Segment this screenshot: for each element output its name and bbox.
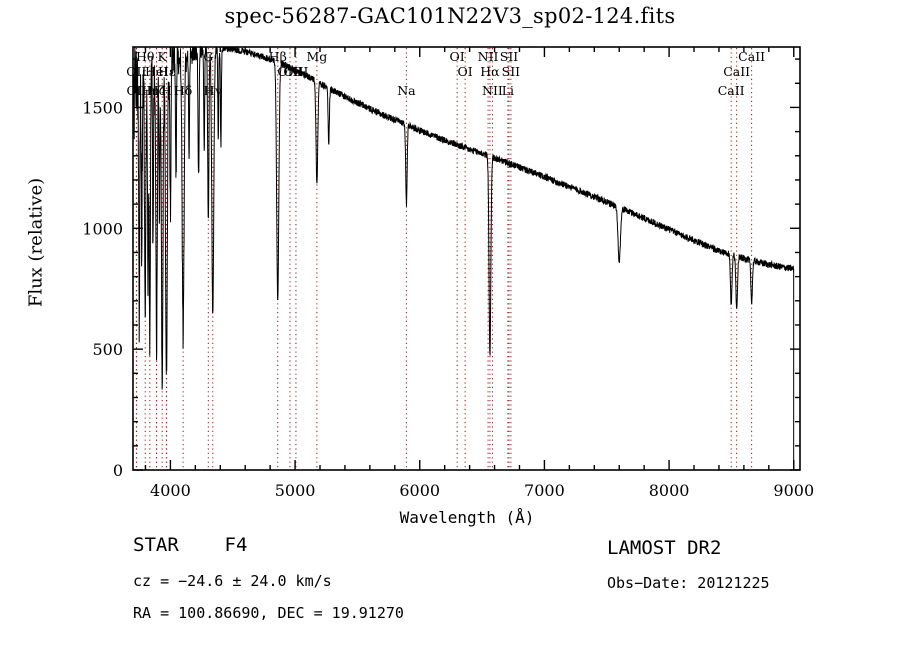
y-tick-label: 1000 <box>82 219 123 238</box>
x-tick-label: 4000 <box>150 481 191 500</box>
y-tick-label: 1500 <box>82 98 123 117</box>
y-tick-label: 500 <box>92 340 123 359</box>
line-marker-label: NII <box>478 49 499 64</box>
line-marker-label: H <box>161 83 172 98</box>
line-marker-label: Hα <box>480 64 500 79</box>
line-marker-label: SII <box>502 64 521 79</box>
line-marker-label: Hγ <box>204 83 222 98</box>
coordinates: RA = 100.86690, DEC = 19.91270 <box>133 604 404 622</box>
line-marker-label: CaII <box>723 64 750 79</box>
line-marker-label: OIII <box>283 64 308 79</box>
line-marker-label: OI <box>450 49 465 64</box>
line-marker-label: HeI <box>145 64 168 79</box>
x-tick-label: 9000 <box>773 481 814 500</box>
line-marker-label: Hζ <box>148 83 166 98</box>
line-marker-label: OIII <box>277 64 302 79</box>
y-axis-label: Flux (relative) <box>25 177 47 308</box>
line-marker-label: K <box>158 49 168 64</box>
line-marker-label: SII <box>500 49 519 64</box>
x-tick-label: 7000 <box>524 481 565 500</box>
line-marker-label: Hε <box>158 64 175 79</box>
x-tick-label: 5000 <box>275 481 316 500</box>
observation-date: Obs−Date: 20121225 <box>607 574 770 592</box>
x-axis-label: Wavelength (Å) <box>399 508 535 527</box>
survey-name: LAMOST DR2 <box>607 537 722 559</box>
line-marker-label: OII <box>126 64 146 79</box>
line-marker-label: Mg <box>306 49 327 64</box>
line-marker-label: OI <box>458 64 473 79</box>
line-marker-label: Li <box>502 83 514 98</box>
line-marker-label: NII <box>482 83 503 98</box>
x-tick-label: 8000 <box>649 481 690 500</box>
line-marker-label: Hη <box>141 83 159 98</box>
line-marker-label: Hδ <box>174 83 192 98</box>
object-type-and-class: STAR F4 <box>133 534 247 556</box>
spacer <box>179 534 225 556</box>
x-tick-label: 6000 <box>399 481 440 500</box>
spectrum-trace <box>132 45 795 470</box>
redshift-velocity: cz = −24.6 ± 24.0 km/s <box>133 572 332 590</box>
y-tick-label: 0 <box>113 461 123 480</box>
object-type: STAR <box>133 534 179 556</box>
line-marker-label: CaII <box>738 49 765 64</box>
line-marker-label: G <box>203 49 213 64</box>
line-marker-label: CaII <box>718 83 745 98</box>
line-marker-label: OII <box>127 83 147 98</box>
page-title: spec-56287-GAC101N22V3_sp02-124.fits <box>224 4 676 28</box>
line-marker-label: Hθ <box>136 49 154 64</box>
spectral-class: F4 <box>224 534 248 556</box>
line-marker-label: Na <box>397 83 416 98</box>
plot-frame <box>132 46 801 471</box>
line-marker-label: Hβ <box>269 49 287 64</box>
